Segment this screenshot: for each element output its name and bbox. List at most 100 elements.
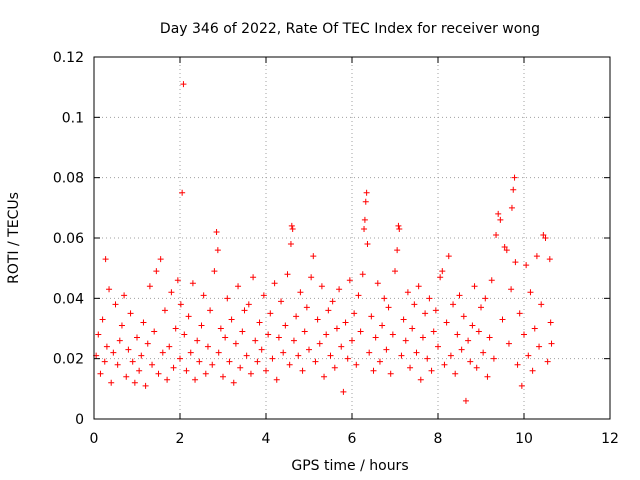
data-point: [529, 367, 536, 374]
data-point: [146, 283, 153, 290]
data-point: [284, 271, 291, 278]
data-point: [121, 292, 128, 299]
data-point: [404, 289, 411, 296]
data-point: [289, 225, 296, 232]
data-point: [232, 340, 239, 347]
data-point: [471, 283, 478, 290]
data-point: [252, 337, 259, 344]
data-point: [402, 337, 409, 344]
data-point: [155, 370, 162, 377]
data-point: [166, 343, 173, 350]
data-point: [452, 370, 459, 377]
data-point: [432, 307, 439, 314]
data-point: [439, 268, 446, 275]
data-point: [411, 301, 418, 308]
data-point: [546, 256, 553, 263]
data-point: [295, 352, 302, 359]
data-point: [331, 364, 338, 371]
data-point: [486, 334, 493, 341]
data-point: [108, 379, 115, 386]
data-point: [547, 319, 554, 326]
data-point: [99, 316, 106, 323]
data-point: [346, 277, 353, 284]
data-point: [488, 277, 495, 284]
data-point: [376, 358, 383, 365]
x-tick-label: 8: [434, 431, 443, 447]
axis-ticks: 0 2 4 6 8 10 12 0 0.02 0.04 0.06 0.08 0.1 0.12: [53, 50, 619, 447]
data-point: [239, 328, 246, 335]
data-point: [211, 268, 218, 275]
data-point: [333, 325, 340, 332]
data-point: [172, 325, 179, 332]
data-point: [312, 358, 319, 365]
data-point: [454, 331, 461, 338]
data-point: [362, 198, 369, 205]
data-point: [456, 292, 463, 299]
data-point: [465, 337, 472, 344]
data-point: [361, 216, 368, 223]
data-points: [93, 81, 555, 404]
data-point: [168, 289, 175, 296]
data-point: [495, 210, 502, 217]
data-point: [243, 352, 250, 359]
data-point: [508, 286, 515, 293]
data-point: [359, 271, 366, 278]
data-point: [387, 370, 394, 377]
data-point: [511, 174, 518, 181]
data-point: [131, 379, 138, 386]
data-point: [467, 358, 474, 365]
data-point: [458, 346, 465, 353]
data-point: [527, 289, 534, 296]
data-point: [179, 189, 186, 196]
data-point: [187, 349, 194, 356]
data-point: [151, 328, 158, 335]
data-point: [306, 346, 312, 353]
data-point: [460, 313, 467, 320]
data-point: [275, 334, 282, 341]
data-point: [336, 286, 343, 293]
data-point: [207, 307, 214, 314]
data-point: [516, 310, 523, 317]
data-point: [445, 253, 452, 260]
data-point: [140, 319, 147, 326]
data-point: [385, 304, 392, 311]
data-point: [490, 355, 497, 362]
data-point: [228, 316, 235, 323]
data-point: [475, 328, 482, 335]
data-point: [110, 349, 117, 356]
data-point: [435, 343, 441, 350]
data-point: [493, 231, 500, 238]
data-point: [101, 358, 108, 365]
data-point: [544, 358, 551, 365]
data-point: [181, 331, 188, 338]
data-point: [224, 295, 231, 302]
x-tick-label: 4: [262, 431, 271, 447]
y-tick-label: 0.08: [53, 171, 84, 187]
data-point: [469, 322, 476, 329]
y-tick-label: 0.1: [62, 110, 84, 126]
data-point: [144, 340, 151, 347]
data-point: [450, 301, 457, 308]
data-point: [318, 283, 325, 290]
data-point: [379, 322, 386, 329]
data-point: [164, 376, 171, 383]
y-tick-label: 0.06: [53, 231, 84, 247]
data-point: [340, 388, 347, 395]
data-point: [422, 310, 429, 317]
data-point: [462, 397, 469, 404]
data-point: [297, 289, 304, 296]
data-point: [299, 367, 306, 374]
data-point: [357, 328, 364, 335]
data-point: [344, 355, 351, 362]
data-point: [314, 316, 321, 323]
data-point: [368, 313, 375, 320]
data-point: [196, 358, 203, 365]
data-point: [301, 328, 308, 335]
data-point: [215, 349, 222, 356]
data-point: [123, 373, 130, 380]
data-point: [220, 373, 226, 380]
grid: [94, 57, 610, 419]
data-point: [256, 319, 263, 326]
data-point: [241, 307, 248, 314]
data-point: [538, 301, 545, 308]
